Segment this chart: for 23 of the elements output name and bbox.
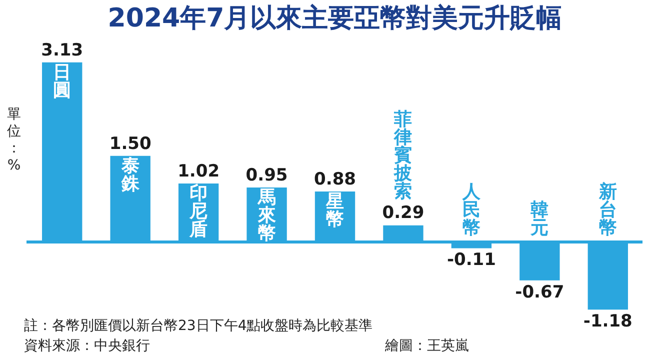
x-tick-label: 人民幣	[461, 182, 482, 239]
x-tick-label: 印尼盾	[188, 183, 208, 240]
source-note: 資料來源：中央銀行	[24, 338, 150, 354]
data-label: -0.67	[515, 282, 564, 302]
x-tick-label: 韓元	[530, 200, 549, 239]
x-tick-label: 馬來幣	[256, 187, 276, 244]
chart-title: 2024年7月以來主要亞幣對美元升貶幅	[108, 3, 562, 34]
data-label: -1.18	[583, 312, 632, 332]
data-label: 0.29	[382, 203, 424, 224]
x-tick-label: 新台幣	[598, 182, 617, 239]
data-label: -0.11	[446, 250, 496, 270]
data-label: 1.02	[178, 161, 220, 182]
x-tick-label: 星幣	[325, 191, 344, 230]
data-label: 0.88	[314, 169, 356, 190]
x-tick-label: 日圓	[53, 62, 72, 102]
x-tick-label: 泰銖	[120, 156, 140, 195]
y-axis-title: 單位：%	[7, 106, 21, 174]
data-label: 0.95	[246, 165, 288, 186]
data-label: 3.13	[41, 40, 84, 60]
x-tick-label: 菲律賓披索	[393, 108, 414, 202]
data-label: 1.50	[109, 134, 152, 154]
text: 註：各幣別匯價以新台幣23日下午4點收盤時為比較基準	[24, 318, 373, 334]
text: 繪圖：王英嵐	[384, 338, 469, 354]
